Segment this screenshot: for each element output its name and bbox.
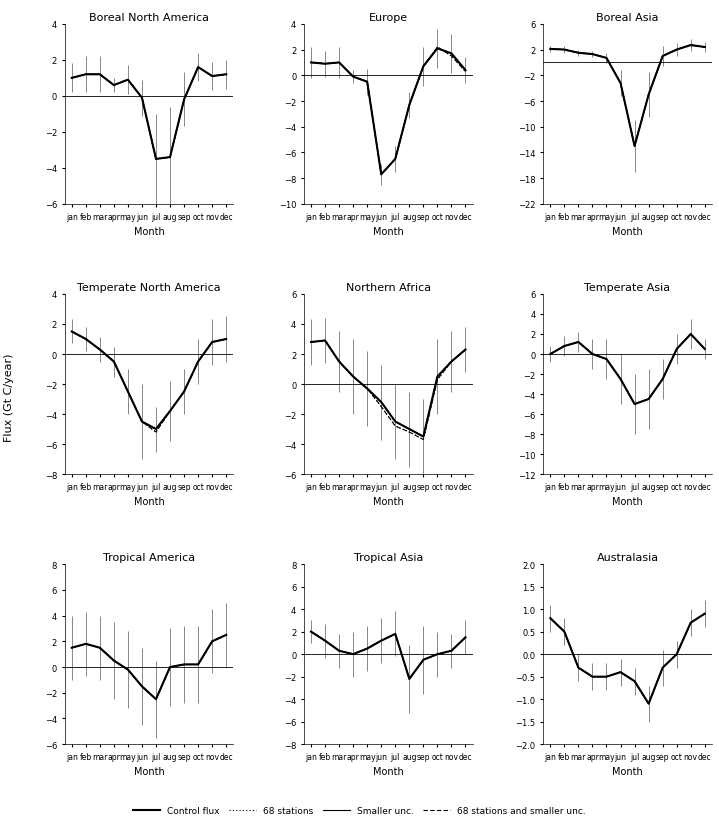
X-axis label: Month: Month — [134, 767, 165, 777]
X-axis label: Month: Month — [134, 227, 165, 237]
Title: Tropical Asia: Tropical Asia — [354, 552, 423, 562]
Legend: Control flux, 68 stations, Smaller unc., 68 stations and smaller unc.: Control flux, 68 stations, Smaller unc.,… — [129, 802, 590, 819]
Title: Temperate North America: Temperate North America — [77, 283, 221, 293]
X-axis label: Month: Month — [373, 767, 403, 777]
Title: Australasia: Australasia — [597, 552, 659, 562]
X-axis label: Month: Month — [612, 227, 643, 237]
Title: Temperate Asia: Temperate Asia — [585, 283, 671, 293]
X-axis label: Month: Month — [373, 497, 403, 507]
X-axis label: Month: Month — [134, 497, 165, 507]
X-axis label: Month: Month — [612, 767, 643, 777]
X-axis label: Month: Month — [612, 497, 643, 507]
Title: Europe: Europe — [369, 12, 408, 22]
Title: Boreal Asia: Boreal Asia — [596, 12, 659, 22]
Text: Flux (Gt C/year): Flux (Gt C/year) — [4, 353, 14, 441]
Title: Northern Africa: Northern Africa — [346, 283, 431, 293]
Title: Boreal North America: Boreal North America — [89, 12, 209, 22]
X-axis label: Month: Month — [373, 227, 403, 237]
Title: Tropical America: Tropical America — [103, 552, 195, 562]
